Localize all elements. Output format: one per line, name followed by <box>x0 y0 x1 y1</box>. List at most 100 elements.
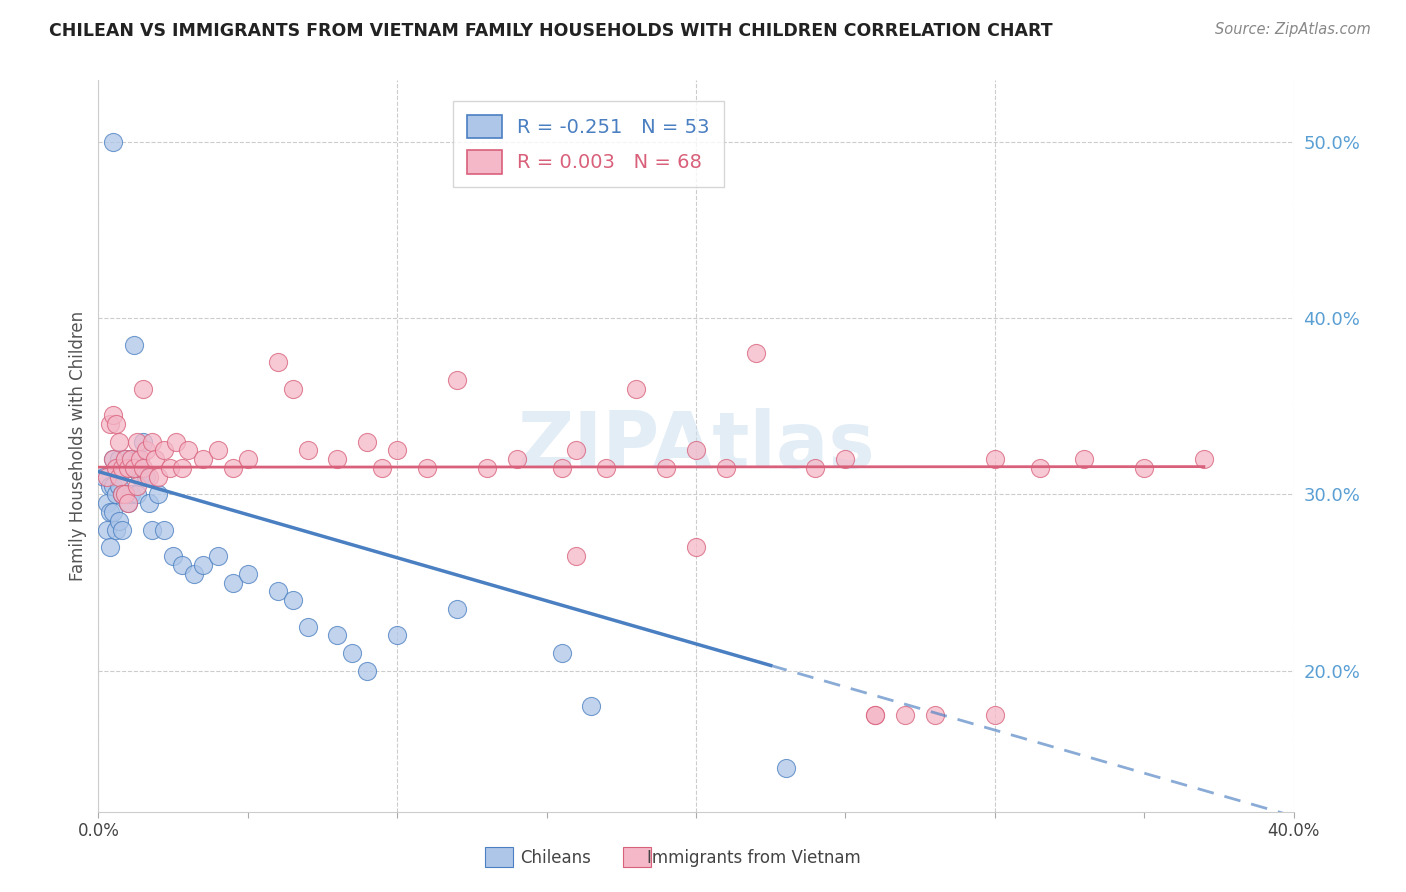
Point <box>98 417 122 431</box>
Point <box>207 549 229 563</box>
Point <box>105 487 128 501</box>
Point <box>191 558 214 572</box>
Point <box>138 496 160 510</box>
Point <box>595 461 617 475</box>
Point <box>108 514 131 528</box>
Point <box>98 505 122 519</box>
Point <box>446 373 468 387</box>
Point <box>207 443 229 458</box>
Point <box>1028 461 1050 475</box>
Point <box>626 382 648 396</box>
Point <box>108 470 131 484</box>
Point <box>148 487 170 501</box>
Point <box>159 461 181 475</box>
Point <box>685 443 707 458</box>
Point <box>236 566 259 581</box>
Point <box>108 434 131 449</box>
Point <box>153 443 176 458</box>
Point <box>138 470 160 484</box>
Point <box>103 408 125 422</box>
Point <box>267 355 290 369</box>
Point <box>124 337 146 351</box>
Point <box>132 434 155 449</box>
Point <box>117 461 139 475</box>
Point <box>141 523 163 537</box>
Point <box>103 135 125 149</box>
Point <box>98 541 122 555</box>
Point <box>222 575 245 590</box>
Text: ZIPAtlas: ZIPAtlas <box>517 408 875 484</box>
Point <box>96 496 118 510</box>
Point <box>124 461 146 475</box>
Point <box>103 505 125 519</box>
Point <box>103 452 125 467</box>
Point <box>297 620 319 634</box>
Point <box>111 487 134 501</box>
Point <box>172 558 194 572</box>
Point <box>191 452 214 467</box>
Point <box>222 461 245 475</box>
Point <box>385 443 409 458</box>
Point <box>267 584 290 599</box>
Point <box>111 461 134 475</box>
Point <box>143 452 166 467</box>
Point <box>984 452 1007 467</box>
Point <box>120 452 142 467</box>
Point <box>356 664 378 678</box>
Point <box>183 566 205 581</box>
Point <box>120 487 142 501</box>
Point <box>105 417 128 431</box>
Point <box>1192 452 1215 467</box>
Point <box>132 461 155 475</box>
Point <box>1133 461 1156 475</box>
Text: CHILEAN VS IMMIGRANTS FROM VIETNAM FAMILY HOUSEHOLDS WITH CHILDREN CORRELATION C: CHILEAN VS IMMIGRANTS FROM VIETNAM FAMIL… <box>49 22 1053 40</box>
Point <box>416 461 439 475</box>
Point <box>117 496 139 510</box>
Point <box>894 707 917 722</box>
Point <box>655 461 678 475</box>
Point <box>565 443 588 458</box>
Point <box>834 452 856 467</box>
Point <box>804 461 827 475</box>
Point <box>172 461 194 475</box>
Point <box>98 478 122 492</box>
Point <box>177 443 200 458</box>
Point <box>120 452 142 467</box>
Point <box>236 452 259 467</box>
Point <box>135 470 157 484</box>
Point <box>1073 452 1095 467</box>
Point <box>114 487 136 501</box>
Point <box>281 382 304 396</box>
Point <box>297 443 319 458</box>
Point <box>129 452 152 467</box>
Point <box>127 434 149 449</box>
Point <box>342 646 364 660</box>
Text: Source: ZipAtlas.com: Source: ZipAtlas.com <box>1215 22 1371 37</box>
Point <box>114 487 136 501</box>
Point <box>111 461 134 475</box>
Point <box>385 628 409 642</box>
Point <box>96 470 118 484</box>
Point <box>127 452 149 467</box>
Point <box>148 470 170 484</box>
Point <box>371 461 394 475</box>
Point <box>550 646 572 660</box>
Point <box>105 461 128 475</box>
Point <box>141 434 163 449</box>
Point <box>108 452 131 467</box>
Text: Immigrants from Vietnam: Immigrants from Vietnam <box>647 849 860 867</box>
Point <box>117 496 139 510</box>
Legend: R = -0.251   N = 53, R = 0.003   N = 68: R = -0.251 N = 53, R = 0.003 N = 68 <box>453 101 724 187</box>
Point <box>111 487 134 501</box>
Point <box>446 602 468 616</box>
Point <box>132 382 155 396</box>
Point <box>127 487 149 501</box>
Point <box>105 461 128 475</box>
Point <box>714 461 737 475</box>
Point <box>117 461 139 475</box>
Point <box>162 549 184 563</box>
Point <box>127 478 149 492</box>
Point <box>114 452 136 467</box>
Point <box>685 541 707 555</box>
Point <box>326 628 349 642</box>
